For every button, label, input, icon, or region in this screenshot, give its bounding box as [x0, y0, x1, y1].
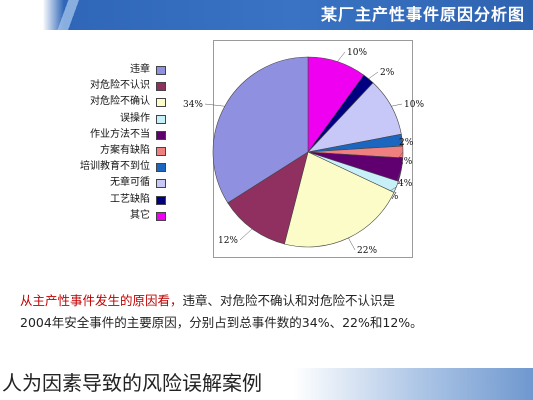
leader-line-2	[348, 237, 356, 251]
analysis-text: 从主产性事件发生的原因看，违章、对危险不确认和对危险不认识是 2004年安全事件…	[20, 290, 520, 334]
leader-line-1	[239, 228, 253, 241]
leader-line-6	[396, 139, 403, 143]
analysis-highlight: 从主产性事件发生的原因看，	[20, 293, 183, 308]
legend-label-7: 无章可循	[110, 177, 150, 189]
legend-swatch-1	[156, 82, 166, 92]
legend-label-9: 其它	[130, 209, 150, 221]
caption-bar	[0, 368, 533, 400]
caption: 人为因素导致的风险误解案例	[2, 371, 262, 395]
legend-swatch-6	[156, 163, 166, 173]
legend-label-6: 培训教育不到位	[80, 161, 150, 173]
page-title: 某厂主产性事件原因分析图	[320, 5, 525, 24]
analysis-line-1-rest: 违章、对危险不确认和对危险不认识是	[182, 293, 396, 308]
data-label-4: 4%	[398, 179, 413, 189]
leader-line-9	[337, 51, 346, 62]
legend-label-1: 对危险不认识	[90, 80, 150, 92]
legend-swatch-8	[156, 195, 166, 205]
analysis-line-2: 2004年安全事件的主要原因，分别占到总事件数的34%、22%和12%。	[20, 315, 423, 330]
legend-label-3: 误操作	[120, 112, 150, 124]
data-label-8: 2%	[380, 68, 395, 78]
pie-slice-2	[284, 151, 395, 248]
legend-label-4: 作业方法不当	[90, 128, 150, 140]
legend-swatch-7	[156, 179, 166, 189]
legend-label-8: 工艺缺陷	[110, 193, 150, 205]
pie-slice-0	[212, 56, 309, 204]
legend-swatch-0	[156, 66, 166, 75]
header-stripe	[40, 0, 100, 30]
analysis-line-1: 从主产性事件发生的原因看，违章、对危险不确认和对危险不认识是	[20, 290, 520, 312]
legend-swatch-9	[156, 211, 166, 221]
pie-slice-1	[227, 151, 309, 245]
legend-label-5: 方案有缺陷	[100, 145, 150, 156]
legend-swatch-3	[156, 114, 166, 124]
legend-swatch-4	[156, 130, 166, 140]
data-label-1: 12%	[218, 236, 238, 246]
data-label-5: 2%	[398, 157, 413, 167]
legend-swatch-5	[156, 147, 166, 156]
legend-label-2: 对危险不确认	[90, 96, 150, 108]
leader-line-0	[204, 103, 225, 107]
legend-label-0: 违章	[130, 64, 150, 75]
data-label-6: 2%	[399, 138, 414, 148]
leader-line-7	[391, 103, 403, 107]
legend-swatch-2	[156, 98, 166, 108]
data-label-7: 10%	[404, 100, 424, 110]
data-label-0: 34%	[183, 100, 203, 110]
leader-line-8	[368, 71, 379, 80]
pie-chart: 10%2%10%2%2%4%2%22%12%34%	[183, 48, 424, 256]
header-band: 某厂主产性事件原因分析图	[0, 0, 533, 30]
data-label-2: 22%	[357, 246, 377, 256]
data-label-9: 10%	[347, 48, 367, 58]
